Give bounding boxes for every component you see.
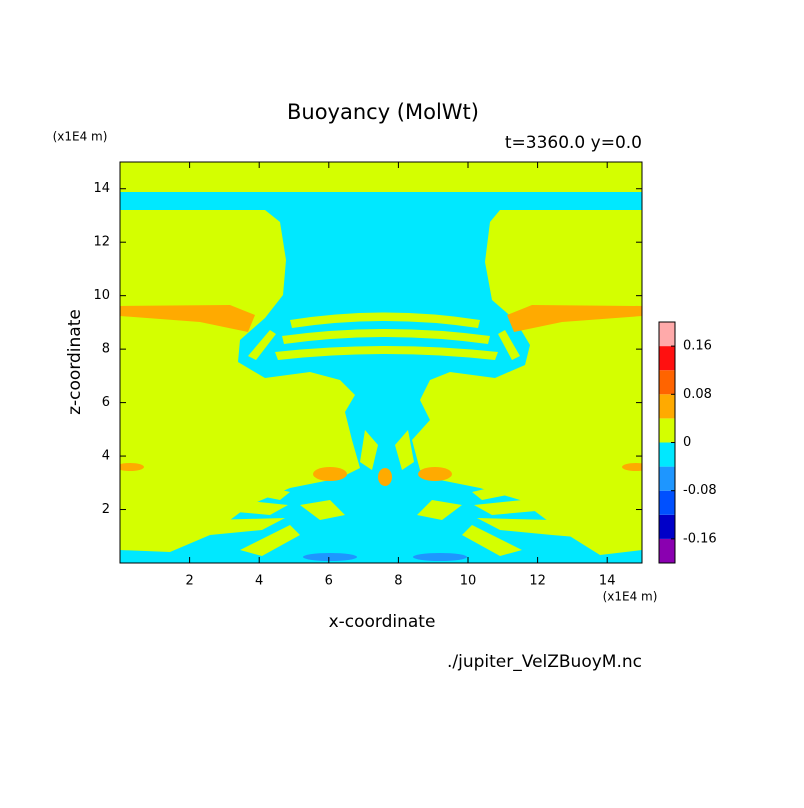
colorbar-bin [659, 490, 675, 515]
region [413, 553, 467, 561]
colorbar-bin [659, 442, 675, 467]
region [120, 192, 642, 563]
colorbar-bin [659, 394, 675, 419]
plot-frame [119, 161, 643, 564]
colorbar-bin [659, 346, 675, 371]
x-tick-label: 14 [599, 574, 616, 589]
region [248, 312, 520, 360]
x-unit: (x1E4 m) [603, 590, 658, 604]
colorbar-tick-label: -0.16 [683, 531, 717, 546]
colorbar-bin [659, 322, 675, 347]
colorbar-tick-label: 0.16 [683, 339, 712, 354]
region [120, 463, 144, 471]
region [622, 463, 642, 471]
chart-subtitle: t=3360.0 y=0.0 [505, 133, 642, 153]
x-tick-label: 2 [185, 574, 193, 589]
x-tick-label: 8 [394, 574, 402, 589]
region [300, 500, 462, 520]
x-axis-label: x-coordinate [329, 612, 436, 632]
colorbar-bin [659, 466, 675, 491]
x-tick-label: 12 [529, 574, 546, 589]
region [378, 468, 392, 486]
y-tick-label: 4 [102, 449, 110, 464]
y-tick-label: 10 [93, 288, 110, 303]
colorbar-bin [659, 514, 675, 539]
chart-title: Buoyancy (MolWt) [287, 100, 479, 124]
region [507, 305, 642, 332]
y-axis-label: z-coordinate [65, 309, 85, 415]
colorbar-tick-label: -0.08 [683, 483, 717, 498]
colorbar-bin [659, 418, 675, 443]
y-tick-label: 2 [102, 502, 110, 517]
colorbar-tick-label: 0 [683, 435, 691, 450]
y-tick-label: 6 [102, 395, 110, 410]
y-tick-label: 14 [93, 181, 110, 196]
x-tick-label: 10 [460, 574, 477, 589]
colorbar-bin [659, 370, 675, 395]
region [120, 478, 300, 556]
contour-field [120, 162, 642, 563]
y-unit: (x1E4 m) [53, 130, 108, 144]
source-file: ./jupiter_VelZBuoyM.nc [447, 652, 642, 672]
colorbar-bin [659, 538, 675, 563]
y-tick-label: 8 [102, 342, 110, 357]
region [120, 305, 255, 332]
x-tick-label: 4 [255, 574, 263, 589]
region [313, 467, 347, 481]
region [303, 553, 357, 561]
region [360, 430, 414, 470]
region [418, 467, 452, 481]
x-tick-label: 6 [325, 574, 333, 589]
y-tick-label: 12 [93, 235, 110, 250]
region [462, 478, 642, 556]
colorbar-tick-label: 0.08 [683, 387, 712, 402]
